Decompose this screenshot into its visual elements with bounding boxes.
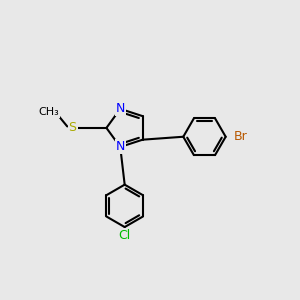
Text: Cl: Cl: [118, 229, 131, 242]
Text: N: N: [116, 140, 125, 154]
Text: S: S: [69, 122, 76, 134]
Text: N: N: [116, 102, 125, 116]
Text: Br: Br: [234, 130, 248, 143]
Text: CH₃: CH₃: [39, 107, 59, 117]
